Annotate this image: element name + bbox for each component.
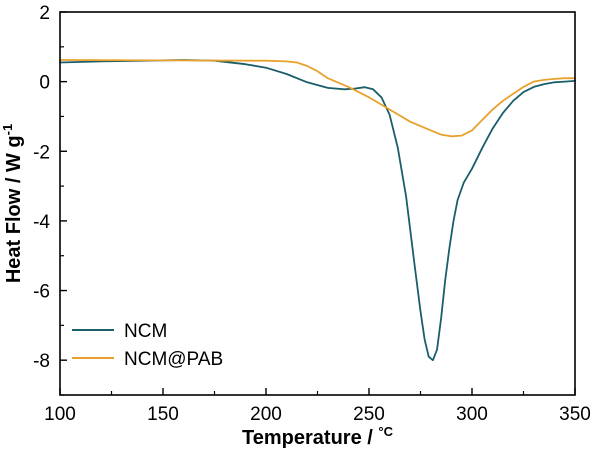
- x-tick-label: 300: [456, 404, 488, 425]
- y-tick-label: 0: [39, 73, 50, 94]
- y-tick-label: -6: [33, 282, 50, 303]
- x-tick-label: 200: [250, 404, 282, 425]
- y-tick-label: -4: [33, 212, 50, 233]
- series-line-ncm: [59, 59, 576, 362]
- ticks-layer: 100 150 200 250 300 350 2 0 -2 -4 -6 -8: [33, 3, 591, 425]
- x-axis-title: Temperature / °C: [242, 424, 394, 449]
- legend-label: NCM: [124, 321, 167, 342]
- x-tick-label: 350: [559, 404, 591, 425]
- y-axis-title: Heat Flow / W g-1: [0, 124, 25, 283]
- y-tick-label: -8: [33, 351, 50, 372]
- x-axis-degree: °C: [378, 424, 393, 439]
- legend-label: NCM@PAB: [124, 349, 223, 370]
- y-tick-label: 2: [39, 3, 50, 24]
- y-tick-label: -2: [33, 142, 50, 163]
- x-tick-label: 250: [353, 404, 385, 425]
- legend: NCM NCM@PAB: [72, 321, 223, 370]
- series-layer: [59, 59, 576, 362]
- x-tick-label: 150: [147, 404, 179, 425]
- x-tick-label: 100: [44, 404, 76, 425]
- series-line-ncm-pab: [59, 59, 576, 138]
- y-axis-exponent: -1: [0, 124, 15, 136]
